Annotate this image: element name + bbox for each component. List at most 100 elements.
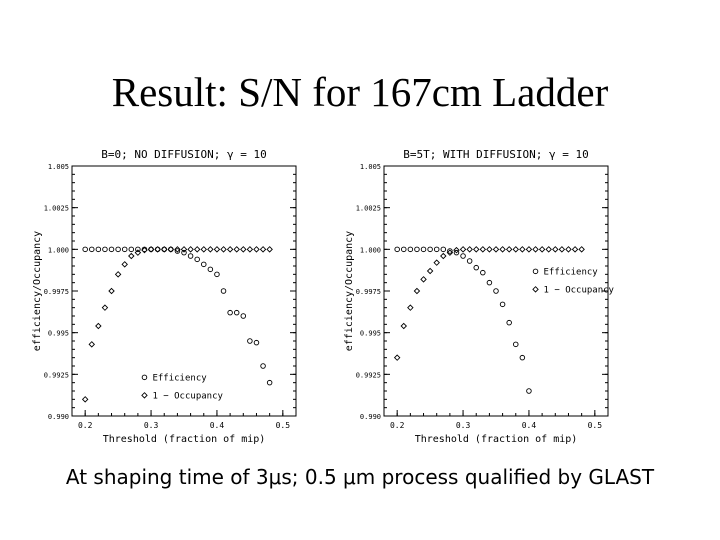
efficiency-point: [433, 246, 440, 253]
y-tick-label: 1.0025: [44, 205, 69, 213]
occupancy-point: [253, 246, 260, 253]
occupancy-point: [233, 246, 240, 253]
occupancy-point: [532, 246, 539, 253]
occupancy-point: [400, 322, 408, 330]
y-tick-label: 0.995: [48, 330, 69, 338]
efficiency-point: [135, 246, 141, 253]
occupancy-point: [259, 246, 267, 253]
occupancy-point: [446, 249, 454, 256]
y-tick-label: 1.000: [360, 246, 381, 254]
legend-occupancy-marker: [141, 392, 148, 399]
efficiency-point: [194, 256, 200, 263]
occupancy-point: [213, 246, 221, 253]
occupancy-point: [413, 287, 421, 295]
occupancy-point: [160, 246, 168, 253]
occupancy-point: [440, 252, 447, 260]
efficiency-point: [201, 261, 207, 268]
occupancy-point: [81, 396, 89, 403]
efficiency-point: [466, 258, 473, 264]
efficiency-point: [414, 246, 420, 253]
occupancy-point: [167, 246, 175, 253]
occupancy-point: [512, 246, 520, 253]
efficiency-point: [260, 363, 266, 369]
legend-efficiency-marker: [141, 374, 148, 381]
chart-left-svg: B=0; NO DIFFUSION; γ = 10 0.990 0.9925 0.99…: [32, 148, 297, 445]
x-tick-label: 0.5: [588, 421, 603, 430]
efficiency-point: [89, 246, 95, 253]
y-tick-label: 1.000: [48, 246, 69, 254]
y-tick-label: 0.9925: [44, 371, 69, 379]
occupancy-point: [200, 246, 208, 253]
occupancy-point: [174, 246, 181, 253]
occupancy-point: [154, 246, 161, 253]
occupancy-point: [552, 246, 559, 253]
efficiency-point: [266, 379, 273, 386]
efficiency-point: [247, 338, 253, 344]
occupancy-point: [578, 246, 585, 253]
occupancy-point: [426, 267, 434, 275]
y-tick-label: 0.9925: [356, 371, 381, 379]
efficiency-point: [420, 246, 427, 253]
y-tick-label: 0.990: [48, 413, 69, 421]
efficiency-point: [233, 309, 240, 316]
chart-right: B=5T; WITH DIFFUSION; γ = 10 0.990 0.9925 0…: [340, 140, 630, 450]
occupancy-point: [486, 246, 493, 253]
occupancy-point: [420, 276, 427, 283]
slide-title: Result: S/N for 167cm Ladder: [111, 69, 609, 115]
slide-caption: At shaping time of 3μs; 0.5 μm process q…: [65, 465, 655, 489]
efficiency-point: [493, 288, 499, 294]
occupancy-point: [466, 246, 473, 253]
legend-label: 1 − Occupancy: [152, 391, 223, 401]
efficiency-point: [526, 388, 532, 394]
efficiency-point: [220, 288, 227, 294]
occupancy-point: [525, 246, 533, 253]
occupancy-point: [558, 246, 566, 253]
y-tick-label: 0.9975: [44, 288, 69, 296]
y-tick-label: 1.005: [48, 163, 69, 171]
legend-efficiency-marker: [532, 268, 539, 275]
occupancy-point: [519, 246, 526, 253]
efficiency-point: [102, 246, 108, 253]
occupancy-point: [240, 246, 247, 253]
efficiency-point: [506, 319, 512, 326]
efficiency-point: [181, 249, 187, 256]
efficiency-point: [108, 246, 115, 253]
x-tick-label: 0.4: [210, 421, 225, 430]
efficiency-point: [128, 246, 135, 253]
occupancy-point: [266, 246, 273, 253]
efficiency-point: [440, 246, 447, 253]
y-axis-label: efficiency/Occupancy: [32, 231, 43, 351]
efficiency-point: [480, 269, 486, 276]
y-tick-label: 1.005: [360, 163, 381, 171]
efficiency-point: [253, 339, 260, 346]
y-axis-label: efficiency/Occupancy: [344, 231, 355, 351]
efficiency-point: [407, 246, 414, 253]
occupancy-point: [207, 246, 214, 253]
efficiency-point: [115, 246, 121, 253]
y-tick-label: 0.9975: [356, 288, 381, 296]
occupancy-point: [538, 246, 546, 253]
occupancy-point: [141, 246, 148, 254]
occupancy-point: [226, 246, 234, 253]
x-axis-label: Threshold (fraction of mip): [415, 434, 578, 445]
occupancy-point: [147, 246, 155, 253]
occupancy-point: [95, 322, 102, 330]
occupancy-point: [453, 246, 460, 254]
occupancy-point: [246, 246, 254, 253]
occupancy-point: [492, 246, 500, 253]
efficiency-point: [95, 246, 102, 253]
efficiency-point: [214, 271, 220, 278]
occupancy-point: [459, 246, 467, 253]
efficiency-point: [174, 248, 181, 254]
efficiency-point: [401, 246, 407, 253]
occupancy-point: [433, 259, 440, 266]
chart-title: B=5T; WITH DIFFUSION; γ = 10: [403, 148, 588, 161]
chart-right-svg: B=5T; WITH DIFFUSION; γ = 10 0.990 0.9925 0…: [344, 148, 615, 445]
occupancy-point: [565, 246, 572, 253]
occupancy-point: [180, 246, 188, 253]
legend-label: Efficiency: [544, 267, 599, 277]
occupancy-point: [571, 246, 579, 253]
occupancy-point: [407, 304, 414, 311]
occupancy-point: [187, 246, 194, 253]
y-tick-label: 0.990: [360, 413, 381, 421]
